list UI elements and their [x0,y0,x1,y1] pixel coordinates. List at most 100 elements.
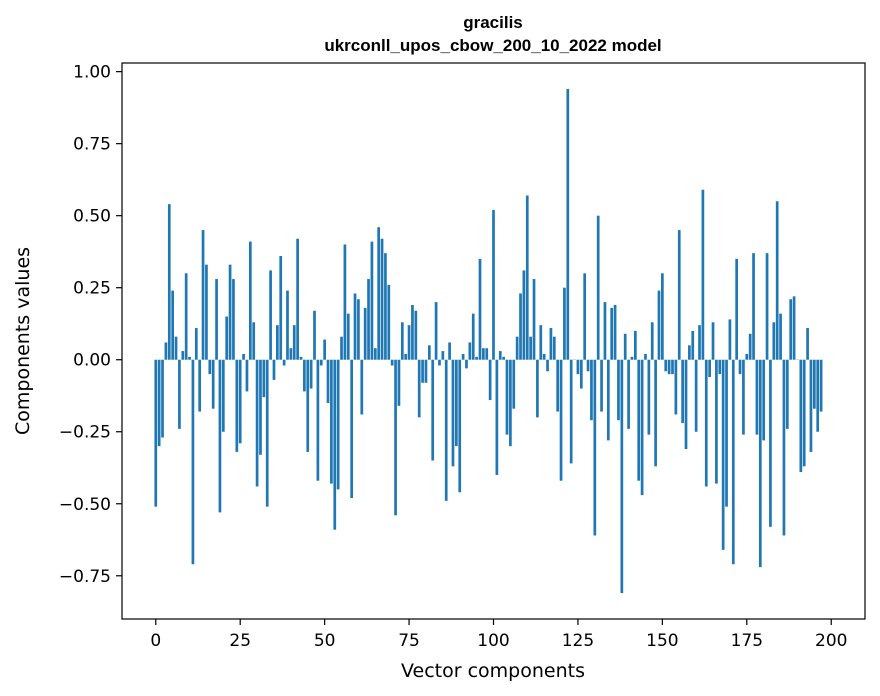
y-tick-label: 0.50 [73,207,111,227]
bar-114 [539,325,543,360]
bars-group [154,88,823,594]
bar-181 [765,253,769,360]
bar-118 [552,336,556,360]
bar-101 [495,359,499,475]
bar-163 [704,359,708,487]
bar-103 [502,356,505,360]
bar-73 [400,322,404,360]
bar-112 [532,279,536,360]
bar-62 [363,307,367,360]
bar-197 [819,359,823,412]
bar-99 [488,359,492,401]
bar-5 [171,290,175,360]
bar-104 [505,359,509,435]
bar-23 [232,279,235,360]
bar-24 [235,359,239,452]
bar-121 [563,287,566,360]
bar-67 [380,238,384,360]
bar-171 [731,359,735,565]
bar-126 [579,359,583,389]
bar-31 [259,359,262,455]
bar-61 [360,359,364,415]
bar-15 [205,264,208,360]
x-tick-label: 25 [229,631,251,651]
bar-182 [769,359,772,527]
bar-16 [208,359,212,375]
x-tick-label: 50 [314,631,336,651]
bar-97 [482,348,485,360]
bar-148 [654,359,657,467]
bar-95 [475,356,478,360]
bar-132 [600,359,603,412]
bar-30 [255,359,259,487]
bar-0 [154,359,158,507]
bar-147 [650,322,654,360]
bar-149 [657,290,661,360]
x-axis-label: Vector components [401,660,585,682]
y-tick-label: 1.00 [73,63,111,83]
bar-178 [755,359,759,435]
bar-12 [194,328,198,360]
bar-45 [306,359,310,452]
bar-60 [357,299,360,360]
bar-191 [799,359,803,473]
y-axis-label: Components values [12,247,34,435]
bar-19 [218,359,222,513]
bar-29 [252,322,256,360]
bar-90 [458,359,462,493]
bar-54 [336,359,340,490]
y-tick-label: 0.00 [73,351,111,371]
bar-39 [286,290,289,360]
bar-146 [647,359,651,435]
bar-185 [779,313,782,360]
bar-130 [593,359,597,536]
bar-35 [272,359,276,380]
bar-125 [576,359,580,375]
bar-102 [498,351,502,360]
bar-14 [201,230,205,360]
bar-11 [191,359,195,565]
bar-155 [677,230,681,360]
bar-115 [542,353,546,360]
bar-47 [313,310,316,360]
bar-122 [566,88,570,360]
y-tick-label: −0.25 [59,423,111,443]
bar-129 [590,359,593,421]
bar-20 [221,359,225,432]
bar-37 [279,256,283,360]
bar-98 [485,348,489,360]
bar-110 [525,195,529,360]
bar-196 [816,359,820,432]
bar-100 [492,209,495,360]
bar-160 [694,359,698,432]
bar-140 [627,359,630,429]
bar-22 [228,264,232,360]
bar-106 [512,359,516,409]
bar-192 [802,359,806,467]
bar-52 [330,359,333,484]
bar-1 [157,359,161,447]
bar-164 [708,359,711,378]
y-tick-label: −0.75 [59,567,111,587]
bar-151 [664,359,668,372]
bar-28 [248,241,252,360]
bar-113 [536,359,539,418]
bar-120 [559,359,563,481]
bar-79 [421,359,424,383]
bar-71 [394,359,397,516]
x-axis-ticks: 0 25 50 75 100 125 150 175 200 [150,619,847,651]
bar-108 [519,293,522,360]
bar-21 [225,316,229,360]
bar-127 [583,273,587,360]
bar-68 [384,253,387,360]
bar-166 [715,359,718,484]
bar-195 [812,359,816,409]
bar-78 [417,359,421,418]
bar-119 [556,359,560,412]
bar-17 [211,359,215,409]
bar-111 [529,336,533,360]
bar-128 [586,359,590,372]
bar-134 [606,359,610,441]
bar-7 [178,359,181,429]
x-tick-label: 200 [815,631,847,651]
